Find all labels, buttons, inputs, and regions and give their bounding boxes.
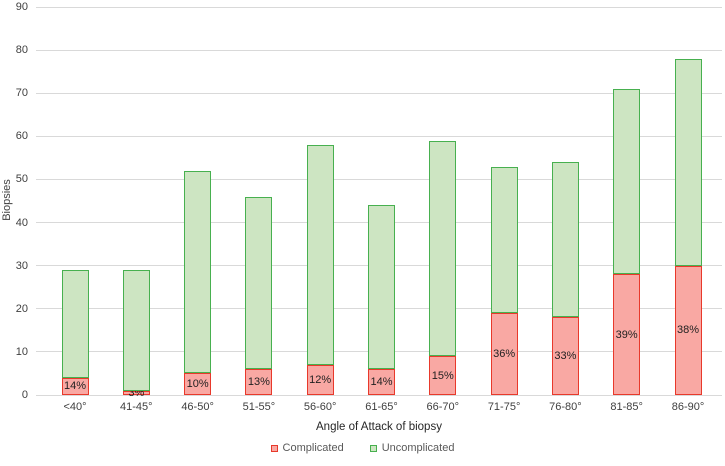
y-tick-label-60: 60 [15, 130, 28, 143]
legend: Complicated Uncomplicated [0, 442, 725, 454]
bar-uncomplicated-segment [429, 140, 457, 357]
bar-complicated-segment [122, 390, 150, 395]
y-tick-label-40: 40 [15, 216, 28, 229]
y-tick-label-10: 10 [15, 345, 28, 358]
bar-uncomplicated-segment [613, 88, 641, 275]
gridline-y-90 [36, 6, 722, 8]
x-tick-label: 86-90° [671, 401, 705, 413]
percent-label: 14% [370, 376, 393, 389]
x-tick-label: <40° [63, 401, 87, 413]
x-tick-label: 66-70° [426, 401, 460, 413]
bar-complicated-segment [429, 356, 457, 395]
x-tick-label: 71-75° [487, 401, 521, 413]
percent-label: 15% [431, 369, 454, 382]
percent-label: 39% [615, 328, 638, 341]
y-tick-label-0: 0 [21, 389, 28, 401]
bar-complicated-segment [674, 265, 702, 395]
x-tick-label: 56-60° [303, 401, 337, 413]
bar-uncomplicated-segment [184, 170, 212, 374]
y-tick-label-90: 90 [15, 1, 28, 13]
bar-complicated-segment [613, 274, 641, 395]
x-tick-label: 61-65° [365, 401, 398, 413]
x-tick-label: 76-80° [549, 401, 582, 413]
bar-complicated-segment [61, 377, 89, 395]
uncomplicated-swatch-icon [369, 444, 377, 452]
y-tick-label-70: 70 [15, 87, 28, 100]
gridline-y-0 [36, 394, 722, 396]
bar-complicated-segment [245, 369, 273, 395]
bar-complicated-segment [306, 364, 334, 395]
percent-label: 36% [493, 348, 516, 361]
plot-area: 14% 3% 10% 13% 12% 14% 15% 36% 33% 39% 38% [36, 6, 722, 399]
gridline-y-80 [36, 49, 722, 51]
bar-uncomplicated-segment [122, 270, 150, 391]
bar-uncomplicated-segment [674, 58, 702, 266]
gridline-y-70 [36, 92, 722, 94]
percent-label: 38% [676, 324, 700, 337]
x-tick-label: 51-55° [242, 401, 276, 413]
bar-complicated-segment [368, 369, 395, 395]
percent-label: 10% [186, 378, 209, 391]
percent-label: 12% [309, 373, 332, 386]
legend-item-uncomplicated: Uncomplicated [369, 442, 455, 454]
percent-label: 33% [554, 350, 577, 363]
gridline-y-60 [36, 135, 722, 137]
percent-label: 13% [247, 376, 270, 389]
bar-uncomplicated-segment [368, 205, 395, 370]
y-tick-label-50: 50 [15, 173, 28, 186]
bar-uncomplicated-segment [306, 144, 334, 365]
x-tick-label: 81-85° [610, 401, 643, 413]
bar-complicated-segment [184, 373, 212, 395]
y-tick-label-30: 30 [15, 259, 28, 272]
x-tick-label: 41-45° [120, 401, 153, 413]
bar-complicated-segment [490, 313, 518, 395]
bar-complicated-segment [551, 317, 579, 395]
bar-uncomplicated-segment [490, 166, 518, 314]
gridline-y-50 [36, 178, 722, 180]
x-axis-title: Angle of Attack of biopsy [316, 421, 442, 433]
y-tick-label-20: 20 [15, 302, 28, 315]
complicated-swatch-icon [270, 444, 278, 452]
legend-label-uncomplicated: Uncomplicated [381, 442, 455, 454]
y-tick-label-80: 80 [15, 44, 28, 57]
bar-uncomplicated-segment [551, 162, 579, 318]
x-tick-label: 46-50° [181, 401, 214, 413]
bar-uncomplicated-segment [61, 270, 89, 378]
bar-uncomplicated-segment [245, 196, 273, 370]
percent-label: 14% [63, 380, 87, 393]
legend-item-complicated: Complicated [270, 442, 344, 454]
legend-label-complicated: Complicated [282, 442, 344, 454]
